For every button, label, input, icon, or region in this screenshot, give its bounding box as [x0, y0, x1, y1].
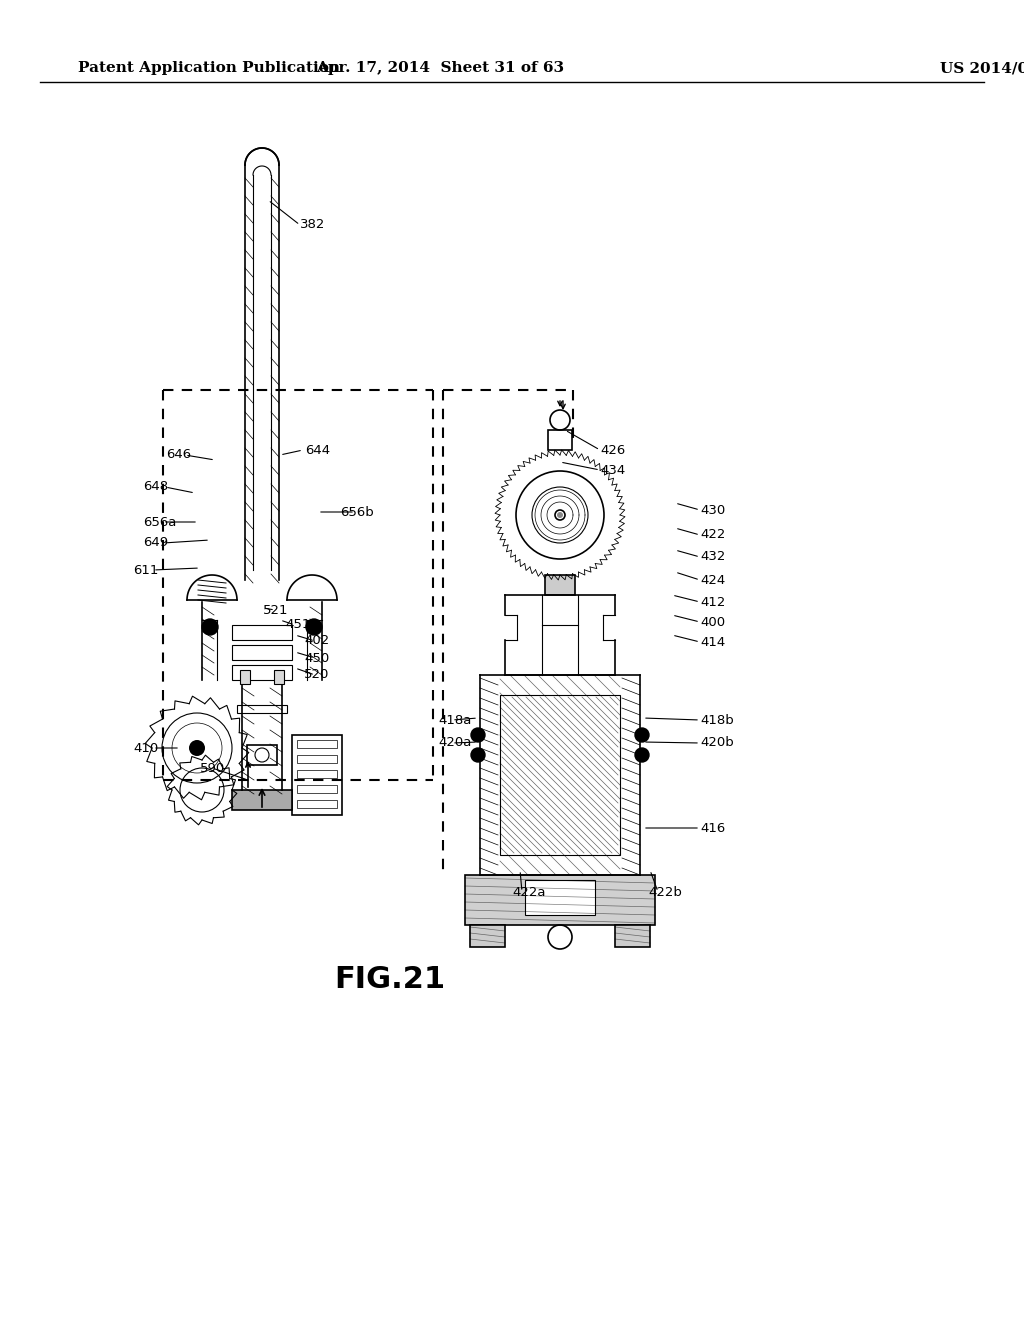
- Text: 400: 400: [700, 615, 725, 628]
- Text: FIG.21: FIG.21: [335, 965, 445, 994]
- Circle shape: [635, 729, 649, 742]
- Bar: [297, 741, 337, 748]
- Text: 656b: 656b: [340, 506, 374, 519]
- Circle shape: [555, 510, 565, 520]
- Text: 412: 412: [700, 595, 725, 609]
- Text: 611: 611: [133, 564, 159, 577]
- Bar: [297, 800, 337, 808]
- Bar: [247, 744, 278, 766]
- Text: 418b: 418b: [700, 714, 734, 726]
- Text: US 2014/0106296 A1: US 2014/0106296 A1: [940, 61, 1024, 75]
- Bar: [237, 705, 287, 713]
- Text: 426: 426: [600, 444, 626, 457]
- Text: 521: 521: [263, 603, 289, 616]
- Circle shape: [471, 729, 485, 742]
- Bar: [292, 735, 342, 814]
- Circle shape: [550, 411, 570, 430]
- Bar: [232, 645, 292, 660]
- Text: 402: 402: [304, 635, 330, 648]
- Text: 590: 590: [200, 762, 225, 775]
- Text: 410: 410: [133, 742, 159, 755]
- Text: 418a: 418a: [438, 714, 471, 726]
- Text: 432: 432: [700, 550, 725, 564]
- Text: Apr. 17, 2014  Sheet 31 of 63: Apr. 17, 2014 Sheet 31 of 63: [316, 61, 564, 75]
- Bar: [297, 755, 337, 763]
- Text: 430: 430: [700, 503, 725, 516]
- Bar: [465, 875, 655, 925]
- Bar: [232, 665, 292, 680]
- Bar: [297, 785, 337, 793]
- Text: 434: 434: [600, 463, 626, 477]
- Bar: [525, 880, 595, 915]
- Text: 520: 520: [304, 668, 330, 681]
- Text: 422: 422: [700, 528, 725, 541]
- Text: 649: 649: [143, 536, 168, 549]
- Bar: [232, 789, 292, 810]
- Text: 422b: 422b: [648, 886, 682, 899]
- Bar: [500, 696, 620, 855]
- Bar: [240, 671, 250, 684]
- Text: 422a: 422a: [512, 886, 546, 899]
- Text: 424: 424: [700, 573, 725, 586]
- Text: Patent Application Publication: Patent Application Publication: [78, 61, 340, 75]
- Bar: [274, 671, 284, 684]
- Bar: [545, 576, 575, 595]
- Bar: [297, 770, 337, 777]
- Text: 450: 450: [304, 652, 330, 664]
- Circle shape: [471, 748, 485, 762]
- Text: 414: 414: [700, 635, 725, 648]
- Text: 646: 646: [166, 449, 191, 462]
- Text: 648: 648: [143, 480, 168, 494]
- Text: 656a: 656a: [143, 516, 176, 528]
- Circle shape: [189, 741, 205, 756]
- Circle shape: [202, 619, 218, 635]
- Text: 644: 644: [305, 444, 330, 457]
- Bar: [615, 925, 650, 946]
- Text: 416: 416: [700, 821, 725, 834]
- Bar: [470, 925, 505, 946]
- Text: 420a: 420a: [438, 737, 471, 750]
- Text: 451: 451: [285, 619, 310, 631]
- Bar: [232, 624, 292, 640]
- Circle shape: [306, 619, 322, 635]
- Circle shape: [635, 748, 649, 762]
- Text: 420b: 420b: [700, 737, 734, 750]
- Circle shape: [557, 512, 563, 517]
- Bar: [548, 430, 572, 450]
- Text: 382: 382: [300, 219, 326, 231]
